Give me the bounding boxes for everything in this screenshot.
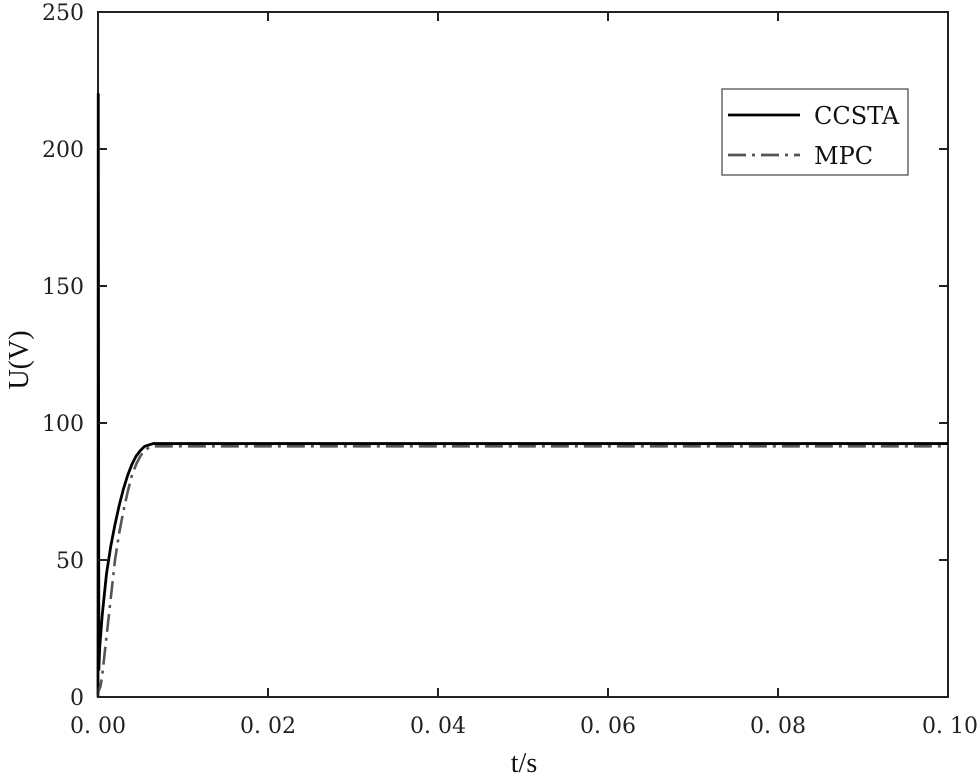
- x-tick-label: 0. 02: [240, 714, 296, 739]
- x-tick-label: 0. 00: [70, 714, 126, 739]
- y-tick-label: 0: [70, 686, 84, 711]
- series-line-ccsta: [96, 92, 948, 698]
- y-tick-label: 200: [42, 138, 84, 163]
- x-axis-title: t/s: [511, 748, 537, 779]
- legend-label: CCSTA: [814, 102, 900, 130]
- y-tick-label: 50: [56, 549, 84, 574]
- legend-label: MPC: [814, 142, 873, 170]
- legend-box: [721, 88, 909, 176]
- x-tick-label: 0. 04: [410, 714, 466, 739]
- tick-layer: 0. 00 0. 02 0. 04 0. 06 0. 08 0. 10 0 50 100 150 2…: [42, 1, 978, 739]
- x-tick-label: 0. 10: [922, 714, 978, 739]
- series-layer: [96, 92, 948, 698]
- legend: CCSTA MPC: [721, 88, 909, 176]
- y-axis-title: U(V): [4, 330, 35, 389]
- y-tick-label: 250: [42, 1, 84, 26]
- y-tick-label: 100: [42, 412, 84, 437]
- x-tick-label: 0. 08: [750, 714, 806, 739]
- y-tick-label: 150: [42, 275, 84, 300]
- series-line-mpc: [96, 444, 948, 698]
- x-tick-label: 0. 06: [580, 714, 636, 739]
